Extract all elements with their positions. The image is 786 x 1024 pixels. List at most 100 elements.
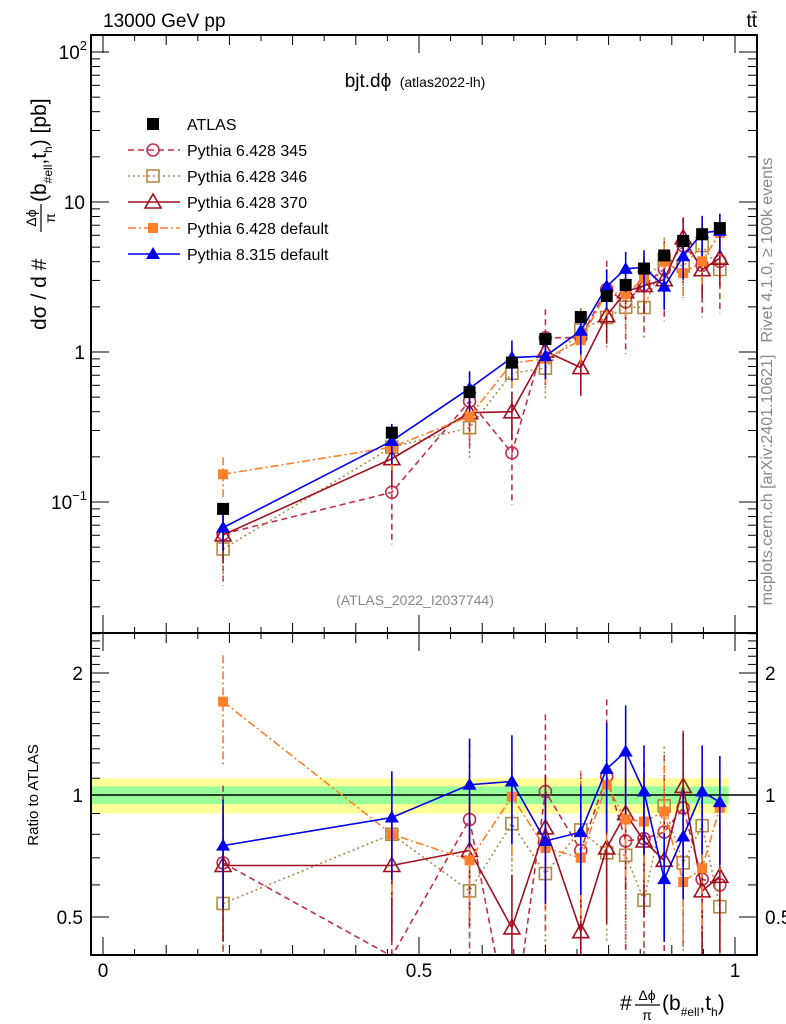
svg-text:(b#ell,th) [pb]: (b#ell,th) [pb] [28, 98, 55, 202]
analysis-id: (ATLAS_2022_I2037744) [336, 592, 494, 608]
legend-marker [146, 169, 160, 183]
ratio-point [695, 784, 710, 797]
legend-marker [146, 247, 160, 259]
ratio-tick-label: 0.5 [57, 908, 83, 929]
x-tick-label: 0 [98, 961, 109, 982]
ratio-point [657, 872, 672, 885]
ratio-point [712, 795, 727, 808]
data-point [658, 249, 671, 262]
legend-item: Pythia 6.428 default [128, 221, 329, 238]
data-point [571, 358, 591, 375]
y-tick-label: 1 [74, 343, 85, 364]
rivet-version-label: Rivet 4.1.0, ≥ 100k events [759, 158, 776, 343]
ratio-point [692, 881, 712, 898]
legend-item: ATLAS [147, 117, 237, 134]
legend-marker [146, 143, 160, 157]
mcplots-label: mcplots.cern.ch [arXiv:2401.10621] [759, 355, 776, 606]
x-axis-label: # Δϕ π (b#ell,th) [620, 987, 725, 1023]
x-tick-label: 1 [730, 961, 741, 982]
ratio-point [620, 814, 631, 825]
svg-text:(b#ell,th): (b#ell,th) [662, 992, 725, 1019]
y-axis-label: dσ / d # Δϕ π (b#ell,th) [pb] [23, 98, 58, 330]
legend-marker [147, 118, 159, 130]
data-point [463, 386, 476, 399]
data-point [599, 279, 614, 292]
ratio-point [384, 810, 399, 823]
y-tick-label: 102 [59, 38, 87, 64]
legend-label: Pythia 6.428 default [187, 221, 329, 238]
data-point [696, 228, 709, 241]
data-point [620, 288, 631, 299]
ratio-tick-label: 1 [72, 786, 83, 807]
ratio-point [710, 866, 730, 884]
series-atlas [217, 222, 726, 515]
ratio-point [676, 829, 691, 842]
y-tick-label: 10 [64, 193, 85, 214]
data-point [659, 256, 670, 267]
svg-text:π: π [642, 1007, 652, 1023]
ratio-point [502, 918, 522, 935]
data-point [657, 279, 672, 292]
legend-label: ATLAS [187, 117, 237, 134]
data-point [677, 234, 690, 247]
ratio-plot-frame [90, 632, 758, 956]
ratio-tick-label-right: 0.5 [765, 908, 786, 929]
data-point [600, 290, 613, 303]
data-point [618, 261, 633, 274]
svg-text:#: # [620, 992, 632, 1015]
svg-text:π: π [42, 213, 58, 223]
header-process: 13000 GeV pp [103, 11, 226, 32]
y-tick-label: 10−1 [51, 488, 87, 514]
legend-label: Pythia 6.428 346 [187, 169, 307, 186]
ratio-point [599, 761, 614, 774]
data-point [573, 323, 588, 336]
ratio-tick-label: 2 [72, 664, 83, 685]
x-tick-label: 0.5 [406, 961, 432, 982]
ratio-point [659, 806, 670, 817]
legend-item: Pythia 6.428 370 [128, 192, 307, 212]
ratio-point [538, 834, 553, 847]
ratio-point [571, 922, 591, 939]
data-point [502, 402, 522, 419]
data-point [713, 222, 726, 235]
data-point [538, 349, 553, 362]
data-point [217, 502, 230, 515]
data-point [692, 260, 712, 277]
legend-item: Pythia 6.428 346 [128, 169, 307, 186]
data-point [539, 333, 552, 346]
data-point [597, 306, 617, 323]
ratio-point [618, 744, 633, 757]
ratio-point [218, 696, 229, 707]
data-point [637, 262, 650, 275]
data-point [216, 520, 231, 533]
data-point [505, 356, 518, 369]
data-point [619, 278, 632, 291]
data-point [710, 248, 730, 265]
legend-label: Pythia 8.315 default [187, 247, 329, 264]
svg-text:Δϕ: Δϕ [23, 209, 39, 226]
ratio-tick-label-right: 1 [765, 786, 776, 807]
svg-text:dσ / d #: dσ / d # [28, 258, 51, 330]
data-point [218, 469, 229, 480]
data-point [384, 433, 399, 446]
data-point [697, 256, 708, 267]
legend: ATLAS Pythia 6.428 345 Pythia 6.428 346 Pyt… [128, 117, 329, 264]
legend-label: Pythia 6.428 345 [187, 143, 307, 160]
ratio-point [573, 825, 588, 838]
ratio-point [504, 774, 519, 787]
data-point [385, 426, 398, 439]
data-point [385, 485, 399, 500]
plot-title: bjt.dϕ (atlas2022-lh) [345, 71, 486, 92]
legend-item: Pythia 6.428 345 [128, 143, 307, 160]
legend-item: Pythia 8.315 default [128, 247, 329, 264]
ratio-point [636, 784, 651, 797]
ratio-point [597, 838, 617, 855]
data-point [574, 311, 587, 324]
data-point [676, 249, 691, 262]
ratio-point [216, 838, 231, 851]
legend-marker [148, 223, 158, 233]
ratio-point [462, 777, 477, 790]
series-pythia-6-428-370 [213, 218, 730, 955]
svg-text:Δϕ: Δϕ [638, 987, 655, 1003]
